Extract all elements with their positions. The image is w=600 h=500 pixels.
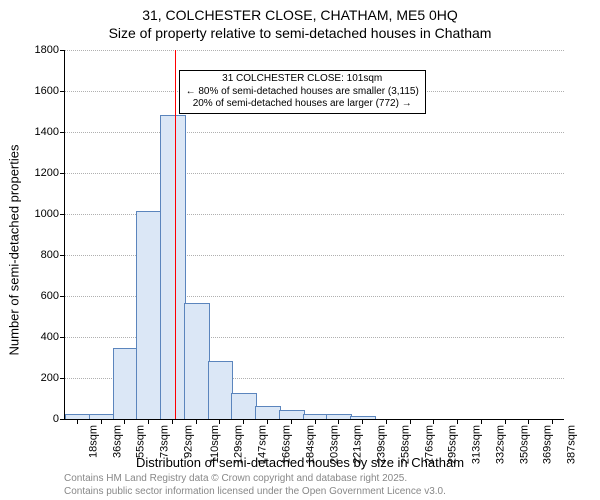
- xtick-label: 18sqm: [87, 425, 99, 458]
- histogram-bar: [231, 393, 257, 419]
- histogram-bar: [160, 115, 186, 419]
- xtick-label: 36sqm: [111, 425, 123, 458]
- histogram-bar: [65, 414, 91, 419]
- ytick-mark: [60, 419, 65, 420]
- xtick-mark: [505, 419, 506, 424]
- ytick-label: 1600: [35, 85, 59, 97]
- y-axis-label: Number of semi-detached properties: [7, 145, 22, 356]
- ytick-label: 1000: [35, 208, 59, 220]
- chart-container: 31, COLCHESTER CLOSE, CHATHAM, ME5 0HQ S…: [0, 0, 600, 500]
- ytick-label: 0: [53, 413, 59, 425]
- ytick-mark: [60, 173, 65, 174]
- reference-line: [175, 50, 176, 419]
- xtick-mark: [101, 419, 102, 424]
- xtick-mark: [481, 419, 482, 424]
- xtick-mark: [219, 419, 220, 424]
- xtick-mark: [552, 419, 553, 424]
- annotation-line3: 20% of semi-detached houses are larger (…: [186, 98, 419, 111]
- ytick-label: 1800: [35, 44, 59, 56]
- histogram-bar: [255, 406, 281, 419]
- ytick-mark: [60, 255, 65, 256]
- title-block: 31, COLCHESTER CLOSE, CHATHAM, ME5 0HQ S…: [0, 0, 600, 42]
- histogram-bar: [208, 361, 234, 419]
- ytick-mark: [60, 378, 65, 379]
- xtick-mark: [77, 419, 78, 424]
- gridline: [65, 50, 564, 51]
- xtick-mark: [291, 419, 292, 424]
- xtick-mark: [338, 419, 339, 424]
- histogram-bar: [279, 410, 305, 419]
- ytick-label: 200: [41, 372, 59, 384]
- xtick-mark: [196, 419, 197, 424]
- ytick-label: 1400: [35, 126, 59, 138]
- xtick-mark: [148, 419, 149, 424]
- xtick-mark: [457, 419, 458, 424]
- credits: Contains HM Land Registry data © Crown c…: [64, 473, 446, 498]
- ytick-mark: [60, 132, 65, 133]
- plot-area: 02004006008001000120014001600180018sqm36…: [64, 50, 564, 420]
- xtick-mark: [410, 419, 411, 424]
- ytick-mark: [60, 296, 65, 297]
- histogram-bar: [350, 416, 376, 419]
- annotation-line1: 31 COLCHESTER CLOSE: 101sqm: [186, 73, 419, 86]
- xtick-mark: [386, 419, 387, 424]
- xtick-label: 55sqm: [135, 425, 147, 458]
- xtick-label: 73sqm: [159, 425, 171, 458]
- gridline: [65, 132, 564, 133]
- ytick-mark: [60, 337, 65, 338]
- credits-line1: Contains HM Land Registry data © Crown c…: [64, 473, 446, 486]
- annotation-line2: ← 80% of semi-detached houses are smalle…: [186, 86, 419, 99]
- histogram-bar: [113, 348, 139, 419]
- credits-line2: Contains public sector information licen…: [64, 486, 446, 499]
- xtick-mark: [528, 419, 529, 424]
- gridline: [65, 173, 564, 174]
- histogram-bar: [136, 211, 162, 419]
- ytick-mark: [60, 50, 65, 51]
- title-line1: 31, COLCHESTER CLOSE, CHATHAM, ME5 0HQ: [0, 6, 600, 24]
- xtick-mark: [433, 419, 434, 424]
- ytick-label: 600: [41, 290, 59, 302]
- histogram-bar: [326, 414, 352, 419]
- ytick-label: 400: [41, 331, 59, 343]
- x-axis-label: Distribution of semi-detached houses by …: [0, 455, 600, 470]
- xtick-mark: [172, 419, 173, 424]
- annotation-box: 31 COLCHESTER CLOSE: 101sqm← 80% of semi…: [179, 70, 426, 114]
- xtick-mark: [124, 419, 125, 424]
- ytick-label: 1200: [35, 167, 59, 179]
- title-line2: Size of property relative to semi-detach…: [0, 24, 600, 42]
- xtick-mark: [362, 419, 363, 424]
- xtick-mark: [315, 419, 316, 424]
- xtick-label: 92sqm: [182, 425, 194, 458]
- ytick-mark: [60, 214, 65, 215]
- xtick-mark: [243, 419, 244, 424]
- ytick-label: 800: [41, 249, 59, 261]
- xtick-mark: [267, 419, 268, 424]
- histogram-bar: [184, 303, 210, 419]
- ytick-mark: [60, 91, 65, 92]
